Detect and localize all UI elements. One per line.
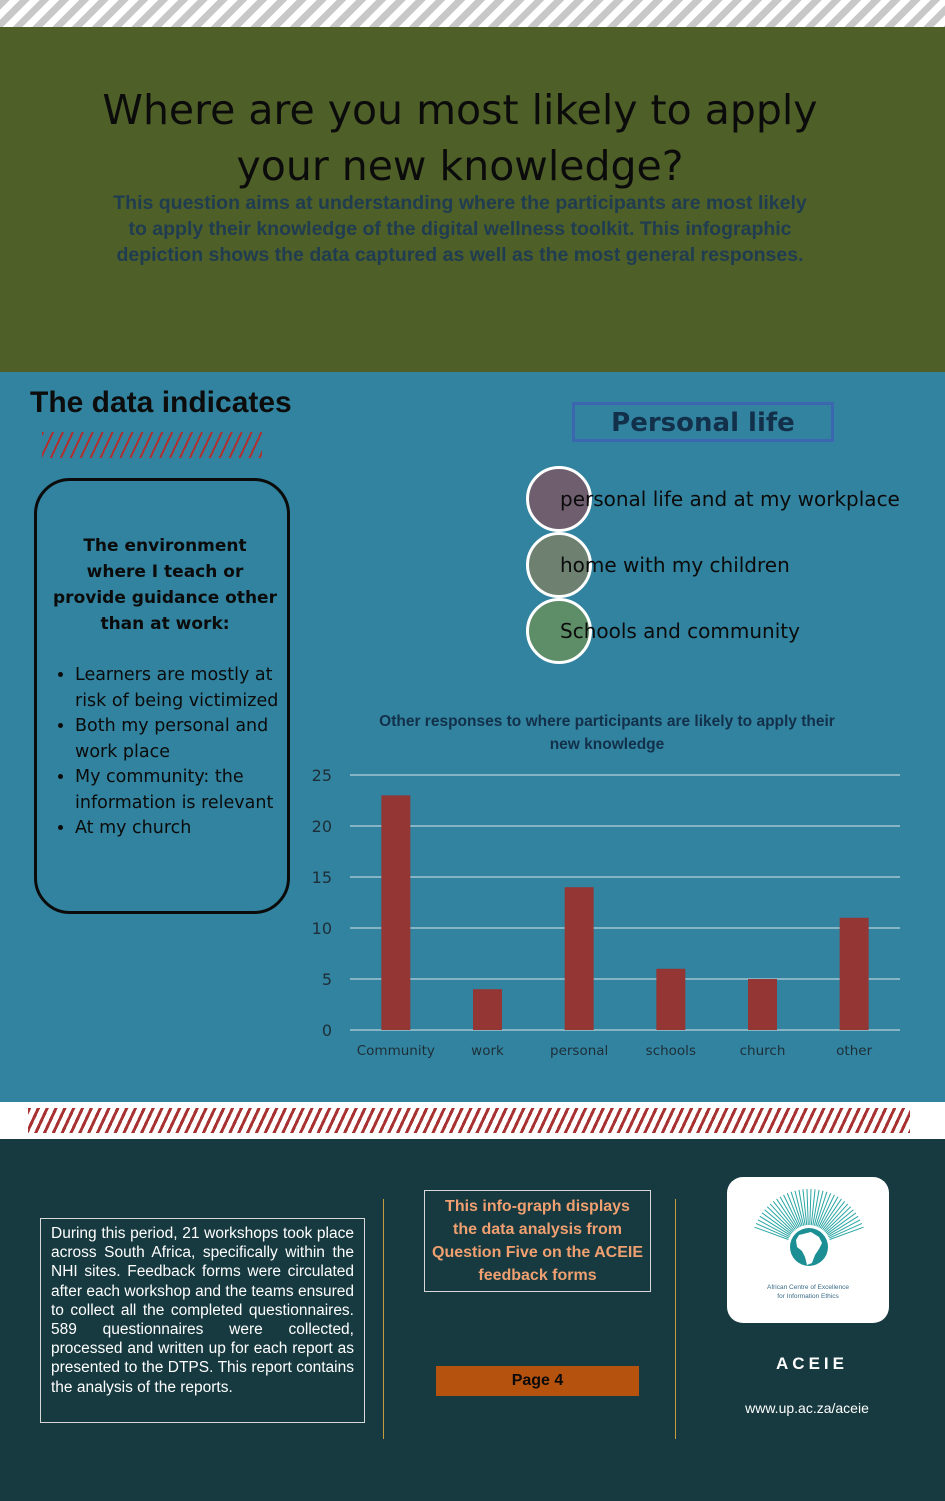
heading-hatch-decoration [42, 432, 262, 458]
x-tick-label: personal [550, 1043, 608, 1059]
website-link[interactable]: www.up.ac.za/aceie [745, 1400, 869, 1416]
y-tick-label: 25 [312, 766, 332, 785]
y-tick-label: 0 [322, 1021, 332, 1040]
bubble-circle [526, 598, 592, 664]
footer-panel: During this period, 21 workshops took pl… [0, 1139, 945, 1501]
x-tick-label: church [740, 1043, 786, 1059]
top-stripe-band [0, 0, 945, 27]
bar-schools [656, 968, 686, 1030]
bar-other [839, 917, 869, 1030]
environment-box-heading: The environment where I teach or provide… [53, 536, 277, 634]
africa-sunburst-icon [754, 1189, 864, 1266]
bar-chart: Other responses to where participants ar… [312, 713, 900, 1059]
environment-list: Learners are mostly at risk of being vic… [57, 663, 295, 842]
bubble-label: personal life and at my workplace [560, 487, 900, 511]
y-tick-label: 5 [322, 970, 332, 989]
footer-divider [383, 1199, 384, 1439]
list-item: Learners are mostly at risk of being vic… [75, 663, 295, 714]
footer-description: During this period, 21 workshops took pl… [40, 1218, 365, 1423]
header-panel: Where are you most likely to apply your … [0, 27, 945, 372]
data-panel: The data indicates The environment where… [0, 372, 945, 1102]
bar-personal [564, 887, 594, 1030]
bar-work [473, 989, 502, 1030]
logo-caption: African Centre of Excellence for Informa… [727, 1283, 889, 1301]
page-subtitle: This question aims at understanding wher… [113, 192, 807, 266]
list-item: Both my personal and work place [75, 714, 295, 765]
footer-divider [675, 1199, 676, 1439]
chart-title: Other responses to where participants ar… [379, 713, 835, 730]
aceie-logo: African Centre of Excellence for Informa… [727, 1177, 889, 1323]
x-tick-label: schools [646, 1043, 696, 1059]
bubble-label: Schools and community [560, 619, 800, 643]
bubble-circle [526, 532, 592, 598]
page-number-badge: Page 4 [436, 1366, 639, 1396]
data-heading: The data indicates [30, 386, 292, 419]
footer-info-box: This info-graph displays the data analys… [424, 1190, 651, 1292]
divider-hatch-band [0, 1102, 945, 1139]
y-tick-label: 20 [312, 817, 332, 836]
x-tick-label: work [471, 1043, 504, 1059]
personal-life-title: Personal life [572, 402, 834, 442]
x-tick-label: other [836, 1043, 872, 1059]
chart-title: new knowledge [550, 736, 665, 753]
logo-caption-line: African Centre of Excellence [766, 1284, 849, 1291]
logo-caption-line: for Information Ethics [777, 1293, 839, 1300]
environment-box: The environment where I teach or provide… [34, 478, 290, 914]
divider-hatch-decoration [28, 1108, 910, 1133]
y-tick-label: 15 [312, 868, 332, 887]
y-tick-label: 10 [312, 919, 332, 938]
list-item: My community: the information is relevan… [75, 765, 295, 816]
bar-church [748, 979, 777, 1030]
bubble-label: home with my children [560, 553, 790, 577]
x-tick-label: Community [357, 1043, 435, 1059]
page-title: Where are you most likely to apply your … [102, 86, 818, 190]
org-name: ACEIE [776, 1354, 848, 1373]
bar-community [381, 795, 411, 1030]
list-item: At my church [75, 816, 295, 842]
bubble-circle [526, 466, 592, 532]
